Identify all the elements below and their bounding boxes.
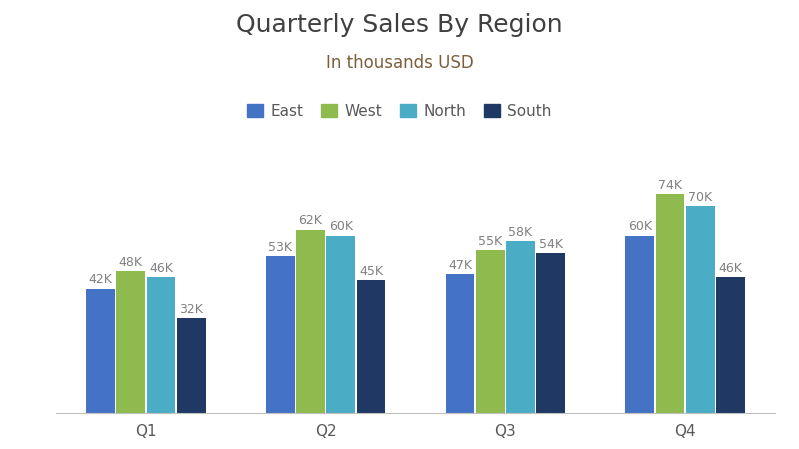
Text: In thousands USD: In thousands USD bbox=[326, 54, 473, 72]
Bar bbox=[686, 206, 714, 413]
Bar bbox=[86, 289, 115, 413]
Text: 46K: 46K bbox=[718, 262, 742, 275]
Text: 54K: 54K bbox=[539, 238, 562, 251]
Text: 55K: 55K bbox=[479, 235, 503, 248]
Text: 70K: 70K bbox=[688, 190, 712, 203]
Text: 58K: 58K bbox=[508, 226, 532, 239]
Bar bbox=[656, 194, 685, 413]
Text: 42K: 42K bbox=[89, 273, 113, 286]
Text: 60K: 60K bbox=[628, 220, 652, 233]
Bar bbox=[296, 229, 325, 413]
Bar bbox=[476, 251, 505, 413]
Bar bbox=[117, 271, 145, 413]
Bar bbox=[446, 274, 475, 413]
Text: 48K: 48K bbox=[119, 255, 143, 269]
Bar bbox=[716, 277, 745, 413]
Text: 60K: 60K bbox=[328, 220, 352, 233]
Bar bbox=[536, 253, 565, 413]
Bar bbox=[506, 242, 535, 413]
Bar bbox=[626, 236, 654, 413]
Bar bbox=[356, 280, 385, 413]
Bar bbox=[326, 236, 355, 413]
Text: 32K: 32K bbox=[179, 303, 203, 316]
Bar bbox=[177, 318, 205, 413]
Text: 74K: 74K bbox=[658, 179, 682, 192]
Bar bbox=[146, 277, 175, 413]
Legend: East, West, North, South: East, West, North, South bbox=[241, 97, 558, 125]
Text: 47K: 47K bbox=[448, 259, 472, 272]
Text: 53K: 53K bbox=[268, 241, 292, 254]
Text: 46K: 46K bbox=[149, 262, 173, 275]
Text: Quarterly Sales By Region: Quarterly Sales By Region bbox=[237, 13, 562, 37]
Text: 45K: 45K bbox=[359, 264, 383, 277]
Bar bbox=[266, 256, 295, 413]
Text: 62K: 62K bbox=[299, 214, 323, 227]
